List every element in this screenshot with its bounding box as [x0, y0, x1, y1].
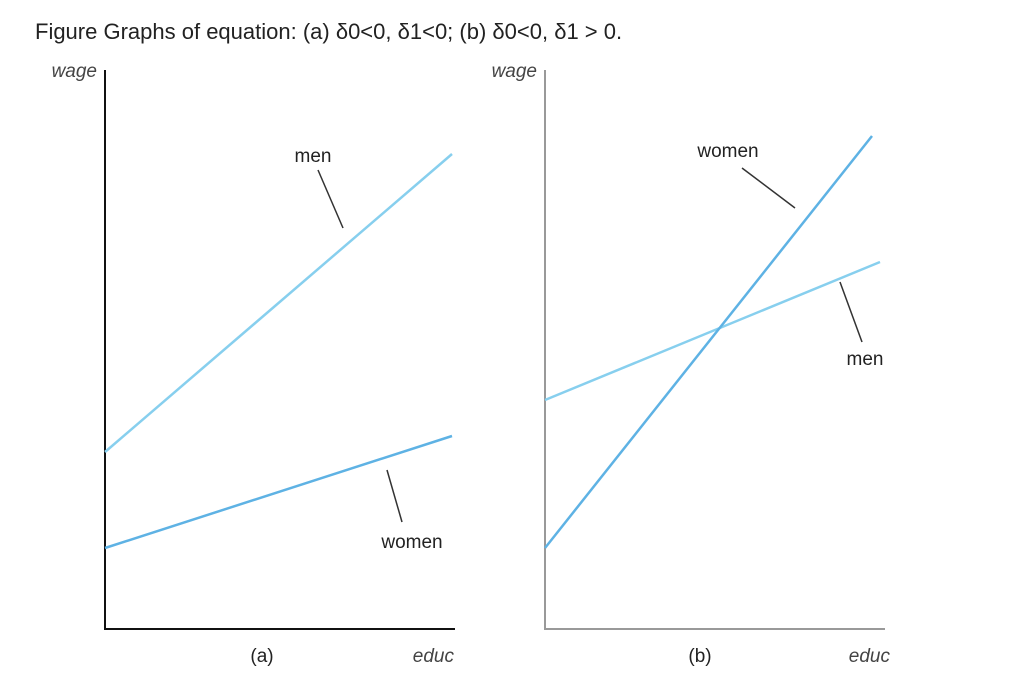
leader [741, 167, 796, 209]
women-line [104, 434, 453, 550]
women-line [544, 135, 873, 549]
x-label: educ [413, 646, 455, 667]
line-label: women [380, 532, 442, 553]
leader [386, 469, 403, 523]
line-label: men [295, 146, 332, 167]
y-label: wage [492, 61, 537, 82]
y-label: wage [52, 61, 97, 82]
line-label: men [847, 349, 884, 370]
panel-a: wage educ (a) men women [52, 61, 455, 667]
caption: (b) [688, 646, 711, 667]
leader [839, 281, 863, 343]
panel-b: wage educ (b) women men [492, 61, 891, 667]
line-label: women [696, 141, 758, 162]
men-line [544, 260, 881, 402]
caption: (a) [250, 646, 273, 667]
title: Figure Graphs of equation: (a) δ0<0, δ1<… [35, 19, 622, 44]
leader [317, 169, 344, 229]
x-label: educ [849, 646, 891, 667]
men-line [104, 153, 453, 453]
